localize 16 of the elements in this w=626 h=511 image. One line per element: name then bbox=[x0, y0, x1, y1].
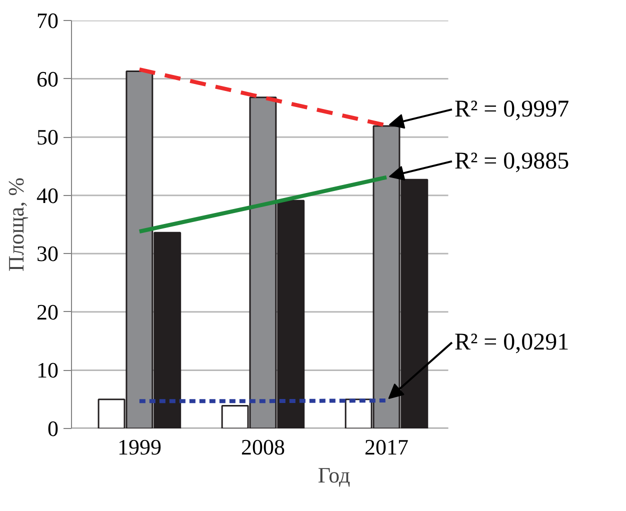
y-tick-label: 0 bbox=[48, 416, 58, 441]
x-tick-label: 1999 bbox=[117, 434, 162, 460]
annotation: R² = 0,9997 bbox=[454, 96, 570, 122]
y-tick-label: 60 bbox=[36, 66, 58, 92]
y-axis-title: Площа, % bbox=[4, 178, 28, 272]
x-tick-label: 2008 bbox=[240, 434, 285, 460]
y-tick-label: 70 bbox=[36, 8, 58, 33]
y-tick-label: 50 bbox=[36, 124, 58, 150]
x-axis-title: Год bbox=[318, 462, 350, 488]
x-tick-label: 2017 bbox=[364, 434, 408, 460]
y-tick-label: 20 bbox=[36, 299, 58, 324]
y-tick-label: 40 bbox=[36, 182, 58, 208]
annotation: R² = 0,9885 bbox=[454, 148, 570, 174]
y-tick-label: 30 bbox=[36, 241, 58, 266]
annotation: R² = 0,0291 bbox=[454, 330, 570, 356]
y-tick-label: 10 bbox=[36, 358, 58, 383]
